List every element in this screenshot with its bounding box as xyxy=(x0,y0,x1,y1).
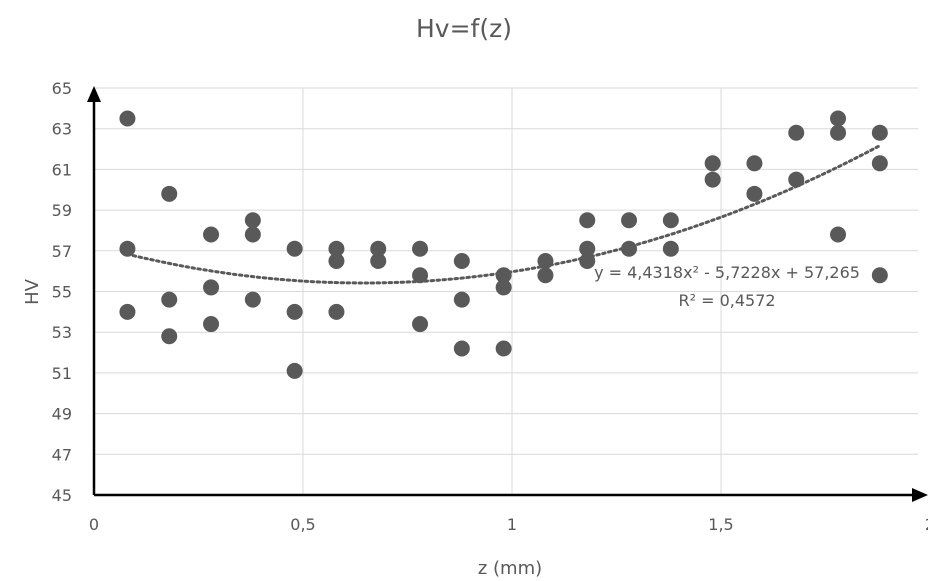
trendline-r2: R² = 0,4572 xyxy=(678,291,775,310)
y-tick-label: 53 xyxy=(52,323,72,342)
x-axis-label: z (mm) xyxy=(478,558,542,579)
data-points xyxy=(119,110,888,379)
x-axis-arrow xyxy=(912,488,928,502)
data-point xyxy=(662,212,679,229)
data-point xyxy=(244,291,261,308)
data-point xyxy=(161,185,178,202)
data-point xyxy=(244,226,261,243)
y-tick-label: 55 xyxy=(52,283,72,302)
data-point xyxy=(495,340,512,357)
axes xyxy=(87,86,928,502)
data-point xyxy=(328,252,345,269)
x-tick-label: 1 xyxy=(507,515,517,534)
data-point xyxy=(161,328,178,345)
chart-title: Hv=f(z) xyxy=(416,14,512,43)
y-tick-label: 51 xyxy=(52,364,72,383)
labels: z (mm) HV y = 4,4318x² - 5,7228x + 57,26… xyxy=(22,263,860,579)
y-tick-label: 57 xyxy=(52,242,72,261)
x-tick-label: 2 xyxy=(925,515,928,534)
data-point xyxy=(579,212,596,229)
data-point xyxy=(704,171,721,188)
y-tick-label: 65 xyxy=(52,79,72,98)
data-point xyxy=(788,171,805,188)
data-point xyxy=(286,303,303,320)
y-tick-label: 45 xyxy=(52,486,72,505)
data-point xyxy=(871,267,888,284)
data-point xyxy=(579,240,596,257)
data-point xyxy=(119,110,136,127)
data-point xyxy=(871,124,888,141)
data-point xyxy=(119,303,136,320)
data-point xyxy=(537,252,554,269)
tick-labels: 0 0,5 1 1,5 2 45 47 49 51 53 55 57 59 61 63 65 xyxy=(52,79,928,534)
data-point xyxy=(286,240,303,257)
data-point xyxy=(453,340,470,357)
x-tick-label: 0,5 xyxy=(290,515,315,534)
y-tick-label: 61 xyxy=(52,160,72,179)
data-point xyxy=(495,267,512,284)
y-axis-arrow xyxy=(87,86,101,102)
data-point xyxy=(119,240,136,257)
data-point xyxy=(328,303,345,320)
data-point xyxy=(203,279,220,296)
x-tick-label: 1,5 xyxy=(708,515,733,534)
y-tick-label: 49 xyxy=(52,405,72,424)
data-point xyxy=(203,316,220,333)
trendline-equation: y = 4,4318x² - 5,7228x + 57,265 xyxy=(594,263,860,282)
y-tick-label: 59 xyxy=(52,201,72,220)
data-point xyxy=(203,226,220,243)
data-point xyxy=(328,240,345,257)
data-point xyxy=(746,155,763,172)
data-point xyxy=(244,212,261,229)
data-point xyxy=(871,155,888,172)
data-point xyxy=(830,226,847,243)
data-point xyxy=(495,279,512,296)
data-point xyxy=(286,362,303,379)
data-point xyxy=(412,267,429,284)
data-point xyxy=(621,212,638,229)
x-tick-label: 0 xyxy=(89,515,99,534)
data-point xyxy=(412,240,429,257)
data-point xyxy=(662,240,679,257)
data-point xyxy=(370,240,387,257)
data-point xyxy=(453,252,470,269)
data-point xyxy=(370,252,387,269)
data-point xyxy=(161,291,178,308)
data-point xyxy=(621,240,638,257)
y-axis-label: HV xyxy=(22,278,43,305)
data-point xyxy=(830,124,847,141)
data-point xyxy=(412,316,429,333)
data-point xyxy=(537,267,554,284)
data-point xyxy=(788,124,805,141)
data-point xyxy=(579,252,596,269)
y-tick-label: 47 xyxy=(52,445,72,464)
gridlines xyxy=(94,87,918,495)
data-point xyxy=(453,291,470,308)
y-tick-label: 63 xyxy=(52,120,72,139)
data-point xyxy=(746,185,763,202)
data-point xyxy=(830,110,847,127)
data-point xyxy=(704,155,721,172)
